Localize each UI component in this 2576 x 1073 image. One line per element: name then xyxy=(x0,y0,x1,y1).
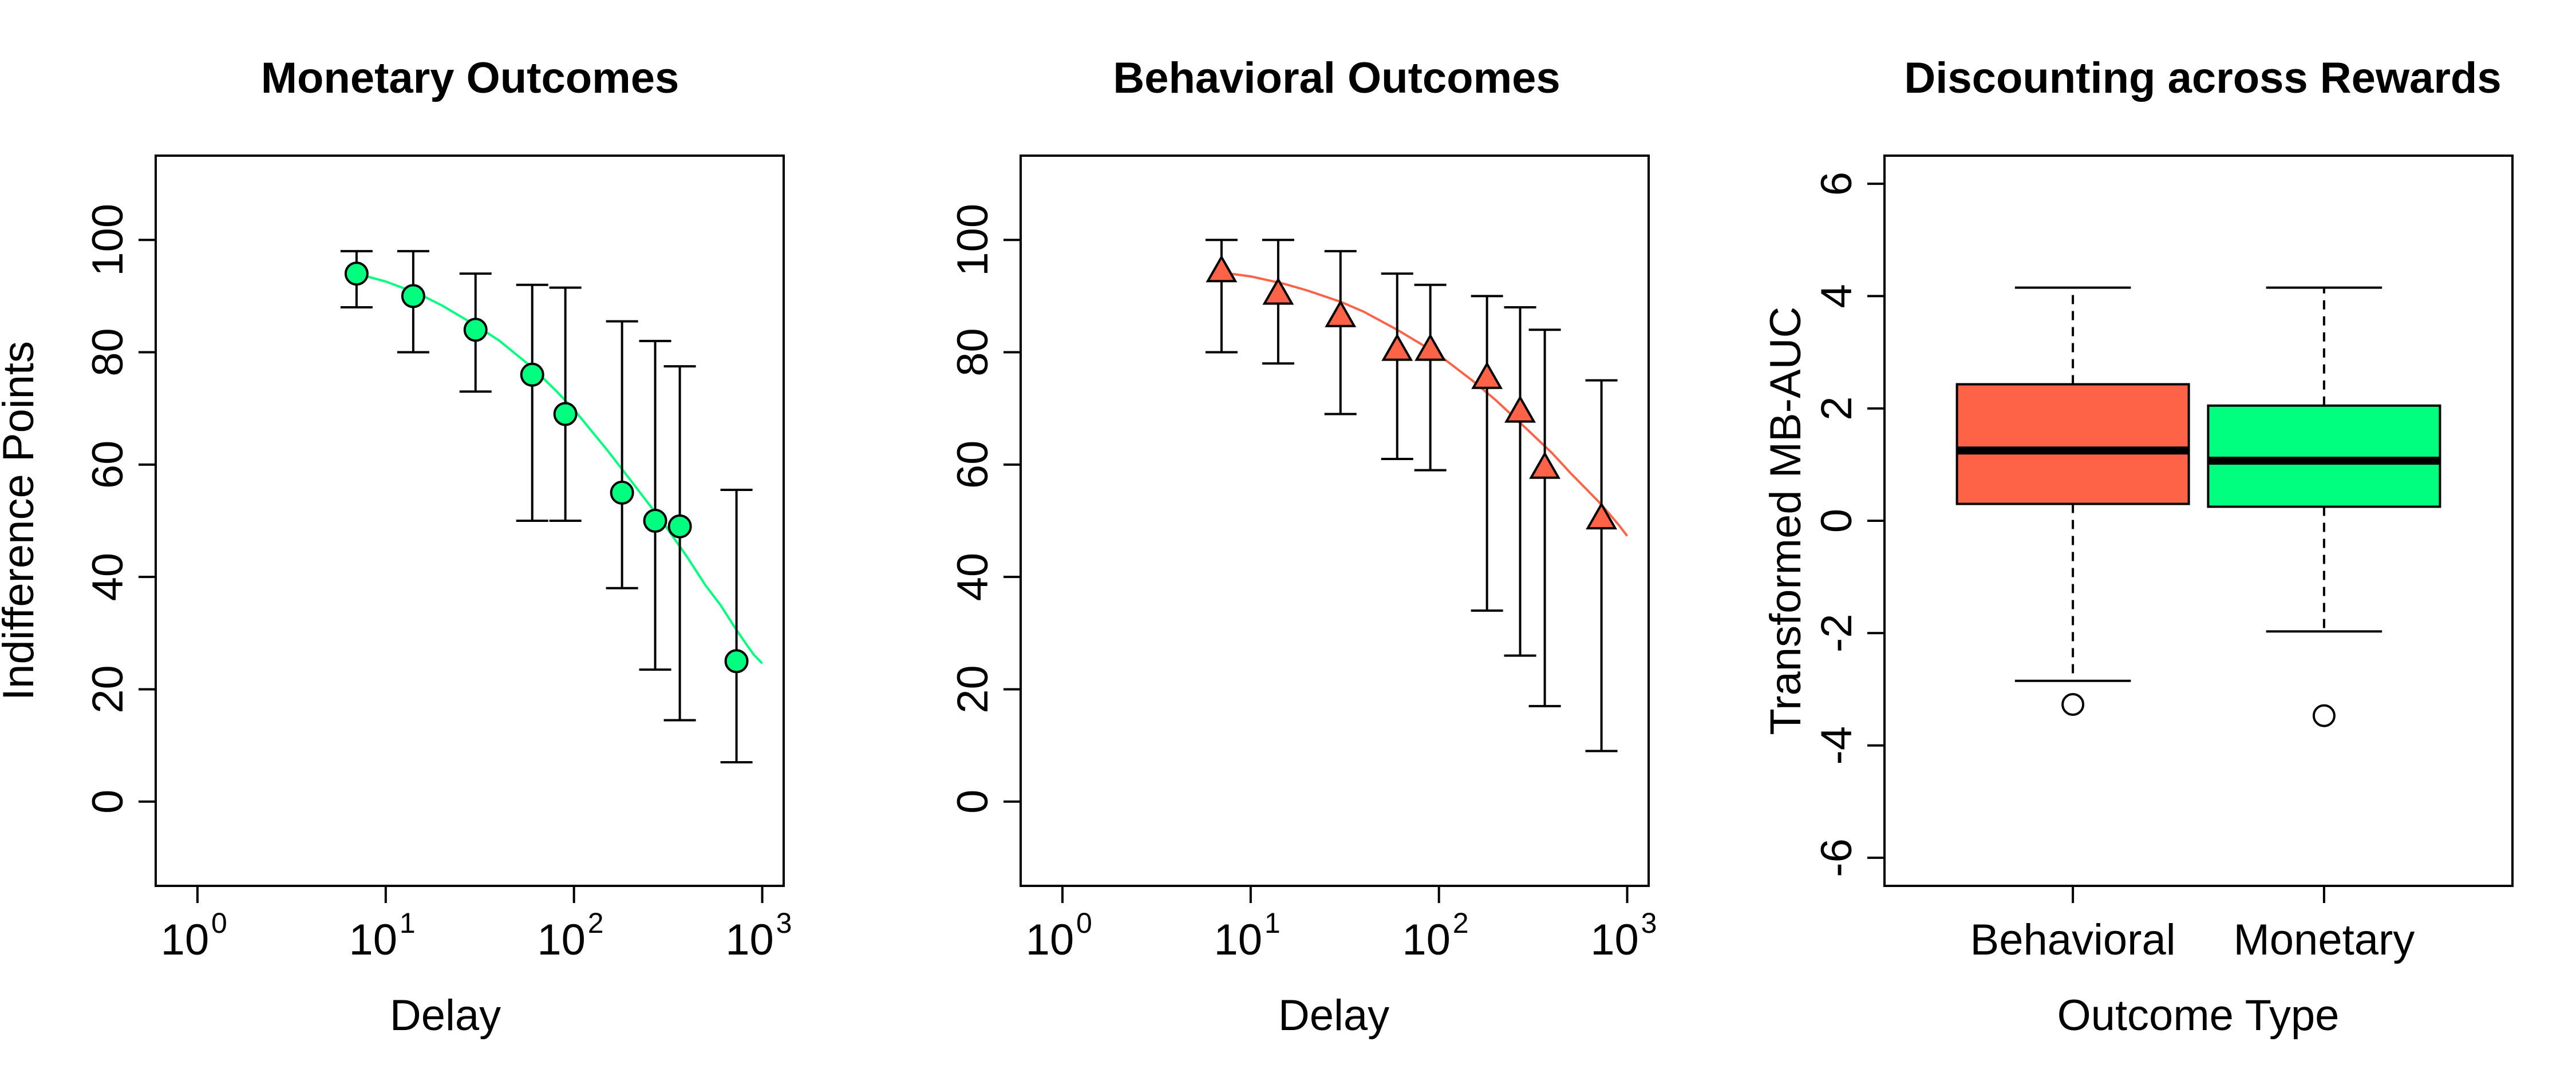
x-tick-label: 10 xyxy=(161,916,210,964)
x-tick-label: Behavioral xyxy=(1970,916,2176,964)
panel-title: Discounting across Rewards xyxy=(1904,54,2501,102)
y-tick-label: -2 xyxy=(1812,614,1861,653)
y-tick-label: -4 xyxy=(1812,726,1861,765)
x-tick-label: 10 xyxy=(1402,916,1451,964)
y-tick-label: -6 xyxy=(1812,838,1861,877)
data-point xyxy=(610,480,634,505)
x-axis: Behavioral Monetary xyxy=(1970,885,2415,964)
fit-curve xyxy=(1221,271,1629,537)
y-tick-label: 0 xyxy=(1812,509,1861,533)
panel-title: Behavioral Outcomes xyxy=(1113,54,1560,102)
data-point xyxy=(463,318,488,342)
x-tick-exponent: 3 xyxy=(776,907,792,939)
y-tick-label: 0 xyxy=(949,790,997,814)
box-marks xyxy=(1955,286,2441,727)
y-axis: -6 -4 -2 0 2 4 6 xyxy=(1812,172,1886,877)
y-tick-label: 40 xyxy=(84,553,132,601)
panel-title: Monetary Outcomes xyxy=(261,54,679,102)
box-behavioral xyxy=(1955,383,2190,505)
y-tick-label: 100 xyxy=(84,204,132,276)
x-axis: 10 0 10 1 10 2 10 3 xyxy=(161,885,792,964)
data-point xyxy=(1381,333,1413,361)
x-tick-exponent: 0 xyxy=(1076,907,1092,939)
data-point xyxy=(520,362,544,387)
plot-marks xyxy=(1205,239,1629,753)
data-point xyxy=(724,649,749,674)
discounting-boxplot-panel: Discounting across Rewards -6 -4 -2 0 2 4 6 Be… xyxy=(1761,54,2514,1040)
x-tick-exponent: 1 xyxy=(1265,907,1281,939)
x-tick-label: 10 xyxy=(1214,916,1263,964)
y-tick-label: 100 xyxy=(949,204,997,276)
y-tick-label: 60 xyxy=(949,441,997,489)
y-tick-label: 80 xyxy=(84,328,132,377)
data-point xyxy=(401,284,425,308)
y-axis: 0 20 40 60 80 100 xyxy=(949,204,1022,814)
data-point xyxy=(643,509,667,533)
data-point xyxy=(1206,255,1238,283)
data-point xyxy=(553,402,578,426)
x-axis-label: Outcome Type xyxy=(2057,991,2340,1040)
y-tick-label: 4 xyxy=(1812,284,1861,308)
y-axis-label: Transformed MB-AUC xyxy=(1761,307,1810,735)
y-tick-label: 40 xyxy=(949,553,997,601)
y-axis-label: Indifference Points xyxy=(0,341,43,700)
x-tick-exponent: 2 xyxy=(588,907,604,939)
y-tick-label: 20 xyxy=(949,665,997,714)
x-axis-label: Delay xyxy=(390,991,501,1040)
x-axis: 10 0 10 1 10 2 10 3 xyxy=(1026,885,1657,964)
y-tick-label: 0 xyxy=(84,790,132,814)
behavioral-outcomes-panel: Behavioral Outcomes 10 0 10 1 10 2 10 3 0204060… xyxy=(949,54,1657,1040)
box-monetary xyxy=(2207,404,2441,508)
data-point xyxy=(1415,333,1447,361)
data-point xyxy=(667,514,692,539)
y-tick-label: 20 xyxy=(84,665,132,714)
x-axis-label: Delay xyxy=(1278,991,1389,1040)
x-tick-label: 10 xyxy=(725,916,774,964)
x-tick-label: 10 xyxy=(1590,916,1639,964)
outlier-point xyxy=(2312,704,2336,727)
data-point xyxy=(1471,361,1503,389)
x-tick-label: 10 xyxy=(537,916,586,964)
data-point xyxy=(1262,277,1294,305)
data-point xyxy=(1504,395,1536,423)
data-point xyxy=(1325,299,1357,327)
x-tick-label: Monetary xyxy=(2233,916,2415,964)
x-tick-exponent: 3 xyxy=(1641,907,1657,939)
y-tick-label: 2 xyxy=(1812,397,1861,421)
y-tick-label: 80 xyxy=(949,328,997,377)
x-tick-exponent: 0 xyxy=(211,907,227,939)
y-tick-label: 6 xyxy=(1812,172,1861,196)
data-point xyxy=(1529,451,1561,479)
plot-marks xyxy=(340,250,763,764)
monetary-outcomes-panel: Monetary Outcomes 10 0 10 1 10 2 10 3 020406080… xyxy=(0,54,792,1040)
y-tick-label: 60 xyxy=(84,441,132,489)
fit-curve xyxy=(356,272,763,664)
x-tick-exponent: 1 xyxy=(400,907,416,939)
data-point xyxy=(344,262,369,286)
x-tick-label: 10 xyxy=(349,916,398,964)
x-tick-exponent: 2 xyxy=(1453,907,1469,939)
outlier-point xyxy=(2061,692,2085,716)
data-point xyxy=(1586,502,1618,530)
x-tick-label: 10 xyxy=(1026,916,1074,964)
y-axis: 0 20 40 60 80 100 xyxy=(84,204,157,814)
